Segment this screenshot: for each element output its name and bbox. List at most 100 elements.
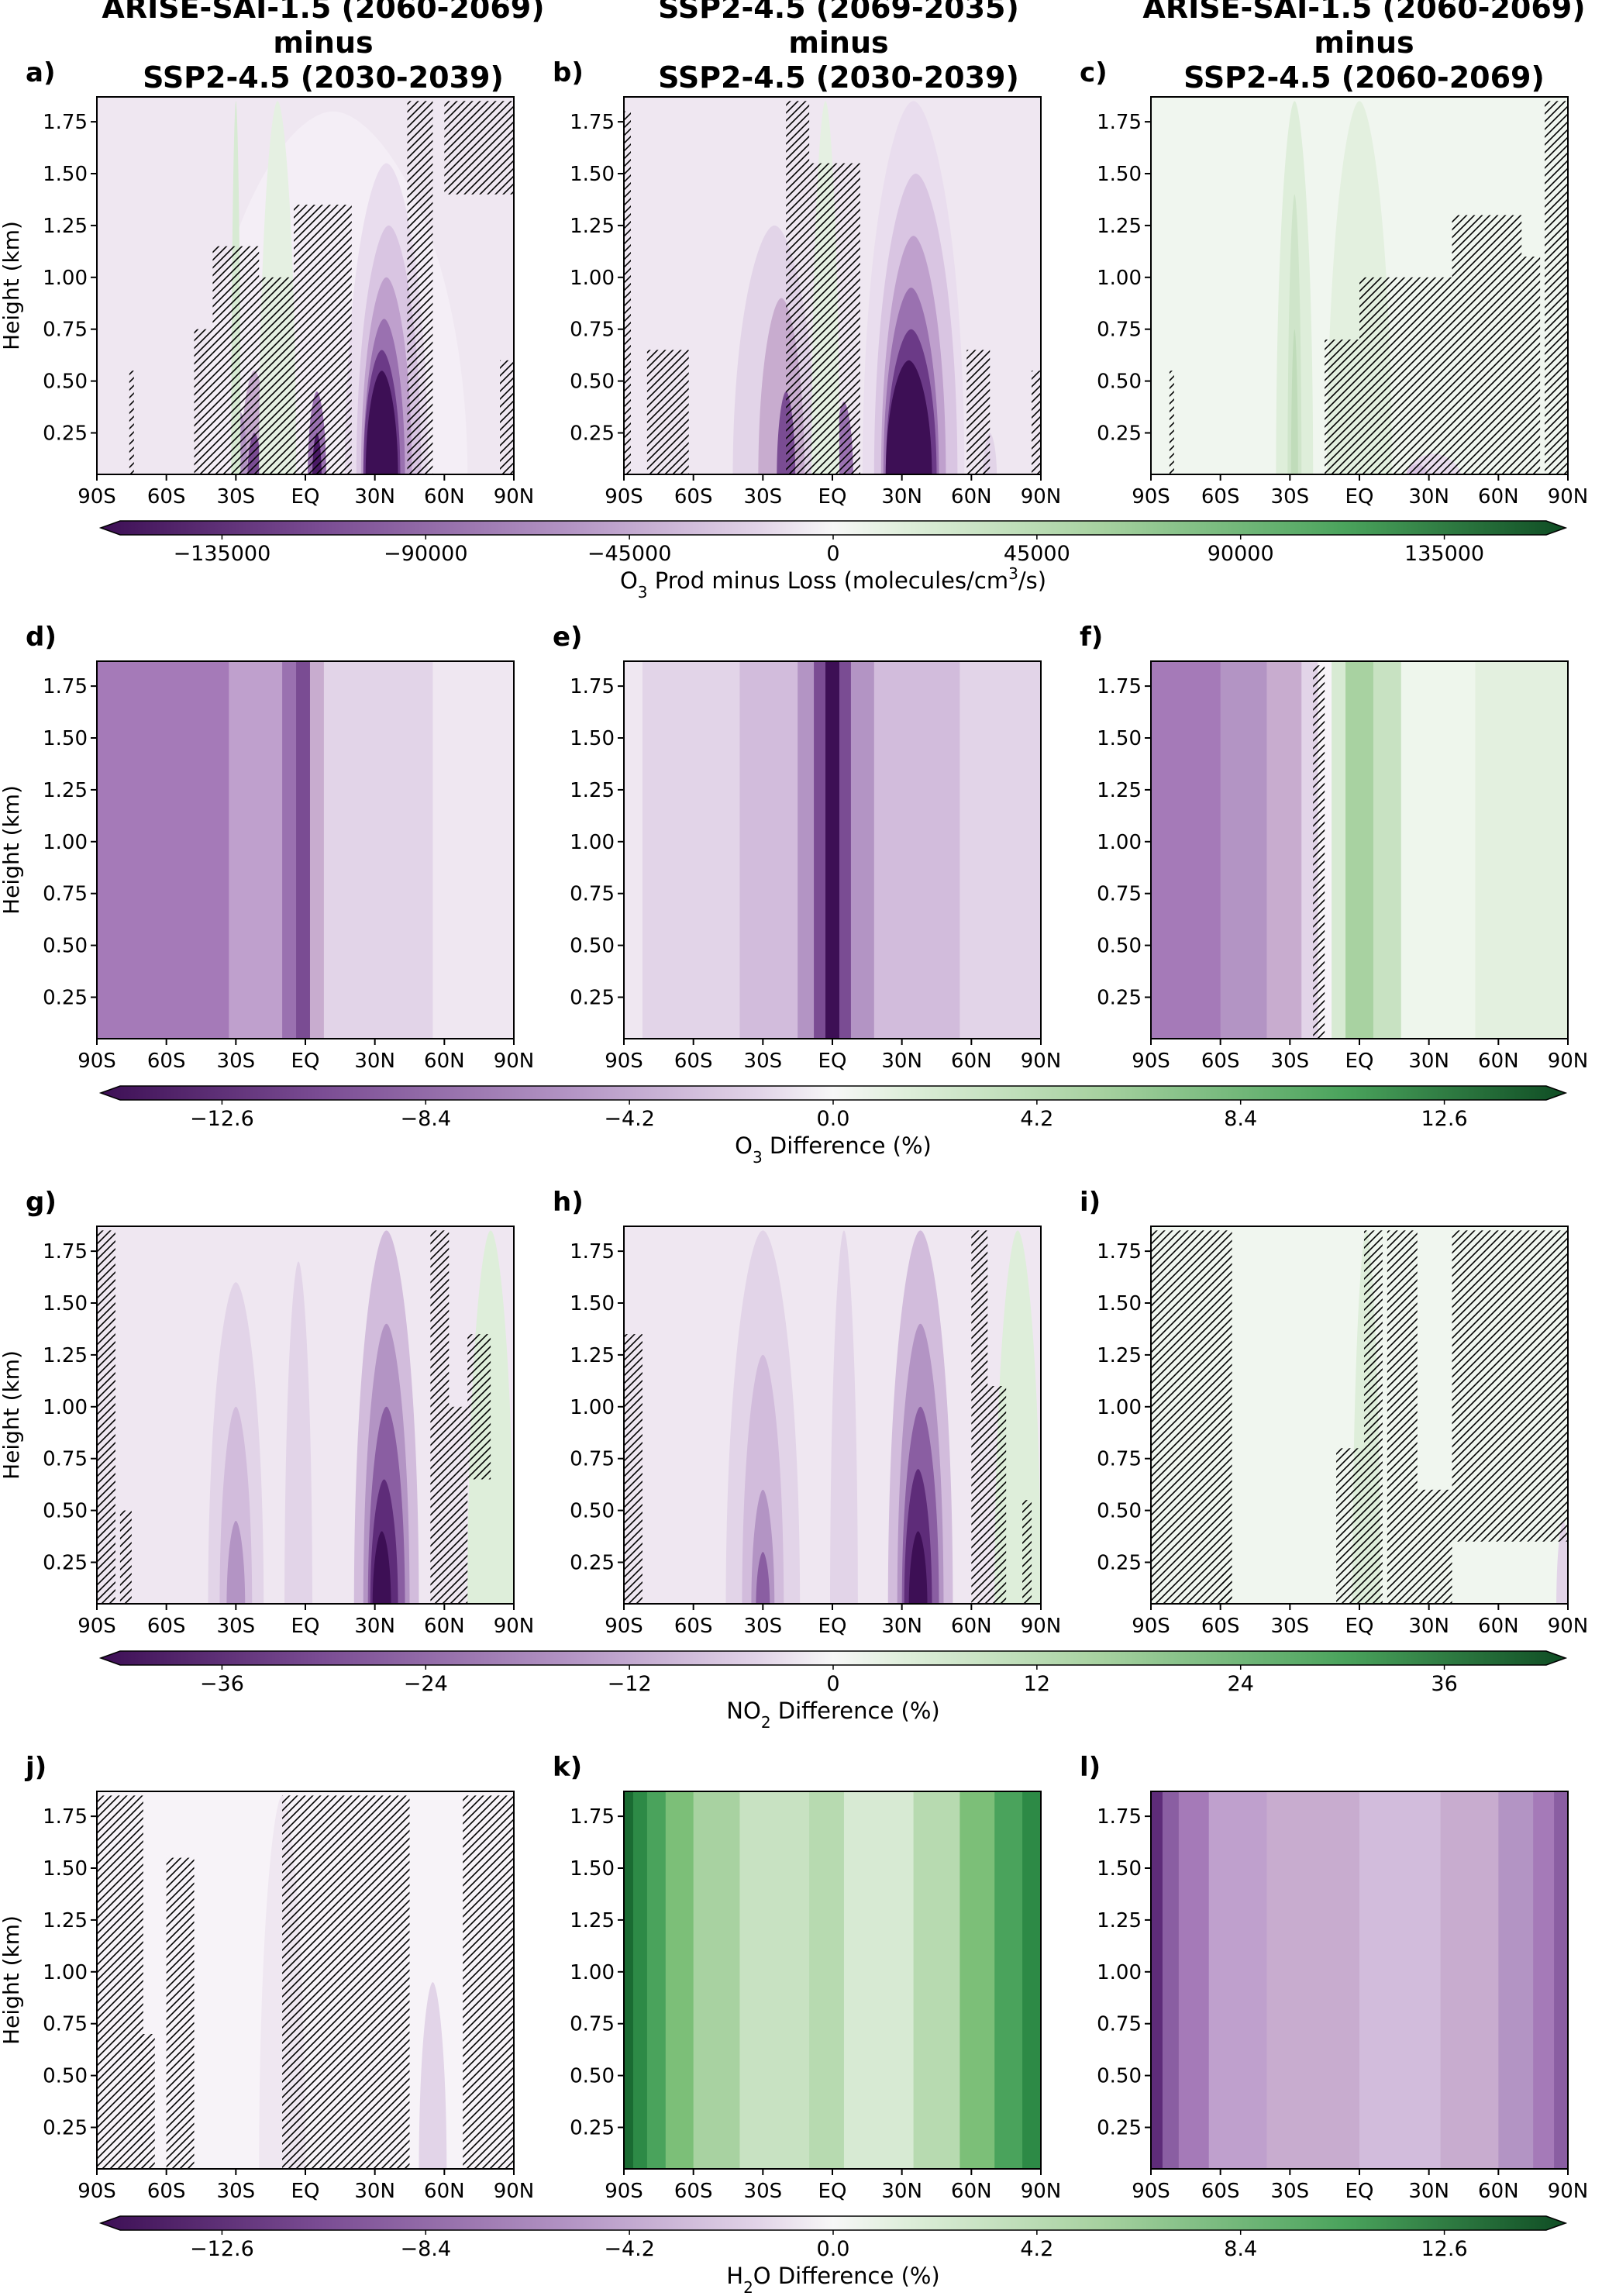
- contour-band: [1554, 1791, 1568, 2169]
- colorbar-label: NO2 Difference (%): [726, 1698, 939, 1732]
- plot-area: [1151, 97, 1568, 474]
- colorbar-label: H2O Difference (%): [726, 2263, 940, 2296]
- x-tick-label: 90N: [1021, 1050, 1062, 1073]
- y-tick-label: 0.25: [1097, 422, 1142, 445]
- significance-hatching: [259, 277, 295, 474]
- colorbar-tick-label: 12: [1024, 1672, 1050, 1696]
- y-tick-label: 0.25: [570, 422, 615, 445]
- x-tick-label: 90N: [1548, 2180, 1589, 2203]
- x-tick-label: 30S: [1271, 1050, 1310, 1073]
- significance-hatching: [1022, 1500, 1032, 1604]
- y-tick-label: 1.50: [570, 727, 615, 750]
- x-tick-label: 60S: [147, 2180, 186, 2203]
- contour-band: [1208, 1791, 1267, 2169]
- y-tick-label: 1.00: [570, 831, 615, 854]
- x-tick-label: 90S: [78, 1050, 116, 1073]
- column-title-3: ARISE-SAI-1.5 (2060-2069) minus SSP2-4.5…: [1132, 0, 1597, 95]
- y-tick-label: 1.75: [570, 1805, 615, 1829]
- x-tick-label: 30N: [881, 1050, 922, 1073]
- y-tick-label: 1.50: [43, 1857, 88, 1881]
- y-tick-label: 0.75: [43, 2013, 88, 2036]
- colorbar-tick-label: −135000: [174, 542, 271, 566]
- colorbar-tick-label: −4.2: [604, 2237, 655, 2261]
- significance-hatching: [1359, 277, 1452, 474]
- plot-area: [624, 661, 1041, 1039]
- column-title-line: SSP2-4.5 (2060-2069): [1183, 60, 1545, 95]
- panel-label: d): [26, 622, 57, 653]
- colorbar-label-part: O Difference (%): [753, 2263, 940, 2289]
- x-tick-label: 30N: [1408, 485, 1449, 508]
- x-tick-label: 30N: [354, 1050, 395, 1073]
- significance-hatching: [294, 205, 352, 474]
- y-tick-label: 1.00: [1097, 267, 1142, 290]
- y-tick-label: 0.25: [43, 422, 88, 445]
- y-tick-label: 1.00: [1097, 831, 1142, 854]
- significance-hatching: [212, 246, 260, 474]
- x-tick-label: 60N: [424, 1050, 465, 1073]
- significance-hatching: [1521, 257, 1541, 474]
- y-tick-label: 0.75: [570, 319, 615, 342]
- y-tick-label: 0.75: [1097, 883, 1142, 906]
- x-tick-label: 30S: [744, 485, 783, 508]
- y-tick-label: 1.00: [43, 267, 88, 290]
- significance-hatching: [97, 1230, 115, 1604]
- significance-hatching: [407, 101, 433, 474]
- x-tick-label: 60N: [1478, 2180, 1519, 2203]
- y-tick-label: 0.75: [570, 883, 615, 906]
- contour-band: [798, 661, 815, 1039]
- y-tick-label: 1.75: [43, 675, 88, 698]
- contour-band: [994, 1791, 1023, 2169]
- contour-band: [1266, 1791, 1360, 2169]
- colorbar-label-part: NO: [726, 1698, 761, 1724]
- colorbar-tick-label: −12: [608, 1672, 652, 1696]
- significance-hatching: [1452, 1230, 1568, 1542]
- contour-band: [1440, 1791, 1499, 2169]
- x-tick-label: 60S: [147, 485, 186, 508]
- colorbar-tick-label: 24: [1228, 1672, 1254, 1696]
- y-tick-label: 0.75: [43, 883, 88, 906]
- x-tick-label: 60S: [674, 2180, 713, 2203]
- colorbar-tick-label: −24: [404, 1672, 448, 1696]
- y-tick-label: 1.25: [1097, 779, 1142, 802]
- x-tick-label: EQ: [1345, 1615, 1374, 1638]
- plot-area: [1151, 1226, 1568, 1604]
- x-tick-label: 60S: [1201, 2180, 1240, 2203]
- y-tick-label: 0.75: [570, 2013, 615, 2036]
- x-tick-label: EQ: [1345, 485, 1374, 508]
- x-tick-label: 60N: [424, 1615, 465, 1638]
- contour-band: [959, 1791, 995, 2169]
- column-title-line: ARISE-SAI-1.5 (2060-2069): [102, 0, 545, 25]
- contour-band: [693, 1791, 740, 2169]
- contour-region: [908, 1531, 928, 1604]
- significance-hatching: [430, 1230, 450, 1604]
- y-tick-label: 0.75: [43, 319, 88, 342]
- x-tick-label: 30S: [1271, 1615, 1310, 1638]
- contour-band: [632, 1791, 648, 2169]
- contour-band: [1151, 661, 1221, 1039]
- colorbar-label-subscript: 2: [761, 1713, 771, 1732]
- colorbar-label-part: Difference (%): [763, 1132, 932, 1159]
- contour-region: [226, 1520, 246, 1604]
- contour-band: [1022, 1791, 1041, 2169]
- y-tick-label: 1.00: [1097, 1961, 1142, 1984]
- plot-area: [1151, 661, 1568, 1039]
- x-tick-label: 30S: [744, 2180, 783, 2203]
- contour-region: [830, 1230, 858, 1604]
- contour-region: [419, 1982, 447, 2169]
- y-tick-label: 1.25: [570, 1344, 615, 1367]
- contour-band: [1162, 1791, 1180, 2169]
- panel-label: l): [1080, 1752, 1101, 1783]
- x-tick-label: 60N: [1478, 1615, 1519, 1638]
- colorbar-tick-label: 90000: [1208, 542, 1274, 566]
- x-tick-label: 60S: [674, 485, 713, 508]
- contour-region: [1556, 1520, 1568, 1604]
- plot-area: [624, 97, 1041, 474]
- x-tick-label: 90N: [1548, 1050, 1589, 1073]
- x-tick-label: 90N: [1021, 1615, 1062, 1638]
- contour-region: [751, 1489, 775, 1604]
- x-tick-label: 90S: [1132, 1050, 1170, 1073]
- y-tick-label: 0.25: [43, 986, 88, 1009]
- y-tick-label: 1.00: [43, 1961, 88, 1984]
- contour-band: [814, 661, 826, 1039]
- colorbar-label-part: Difference (%): [771, 1698, 940, 1724]
